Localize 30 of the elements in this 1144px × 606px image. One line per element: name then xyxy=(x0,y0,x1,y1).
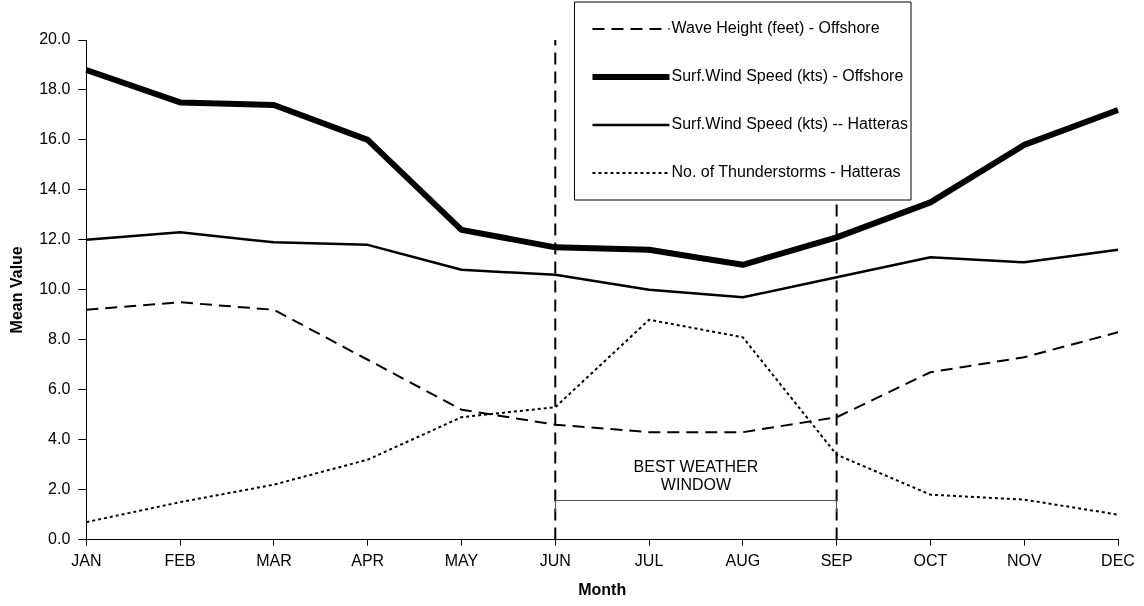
legend-label: Surf.Wind Speed (kts) - Offshore xyxy=(671,67,904,85)
x-tick-label: MAR xyxy=(256,551,292,569)
y-tick-label: 12.0 xyxy=(39,230,71,248)
x-tick-label: JUL xyxy=(634,551,664,569)
x-tick-label: FEB xyxy=(164,551,196,569)
y-tick-label: 0.0 xyxy=(48,530,71,548)
y-tick-label: 6.0 xyxy=(48,380,71,398)
y-tick-label: 18.0 xyxy=(39,80,71,98)
legend-label: Surf.Wind Speed (kts) -- Hatteras xyxy=(671,115,908,133)
x-tick-label: MAY xyxy=(444,551,479,569)
y-axis-title: Mean Value xyxy=(8,246,26,334)
x-tick-label: OCT xyxy=(913,551,948,569)
y-tick-label: 20.0 xyxy=(39,30,71,48)
legend-label: No. of Thunderstorms - Hatteras xyxy=(671,163,901,181)
legend-label: Wave Height (feet) - Offshore xyxy=(671,19,880,37)
y-tick-label: 2.0 xyxy=(48,480,71,498)
y-tick-label: 4.0 xyxy=(48,430,71,448)
x-tick-label: JAN xyxy=(71,551,102,569)
y-tick-label: 8.0 xyxy=(48,330,71,348)
x-axis-title: Month xyxy=(578,580,627,598)
x-tick-label: SEP xyxy=(820,551,853,569)
y-tick-label: 10.0 xyxy=(39,280,71,298)
x-tick-label: APR xyxy=(351,551,385,569)
y-tick-label: 16.0 xyxy=(39,130,71,148)
x-tick-label: JUN xyxy=(539,551,571,569)
y-tick-label: 14.0 xyxy=(39,180,71,198)
annotation: BEST WEATHER WINDOW xyxy=(633,458,759,494)
x-tick-label: NOV xyxy=(1006,551,1042,569)
x-tick-label: DEC xyxy=(1101,551,1135,569)
x-tick-label: AUG xyxy=(725,551,761,569)
